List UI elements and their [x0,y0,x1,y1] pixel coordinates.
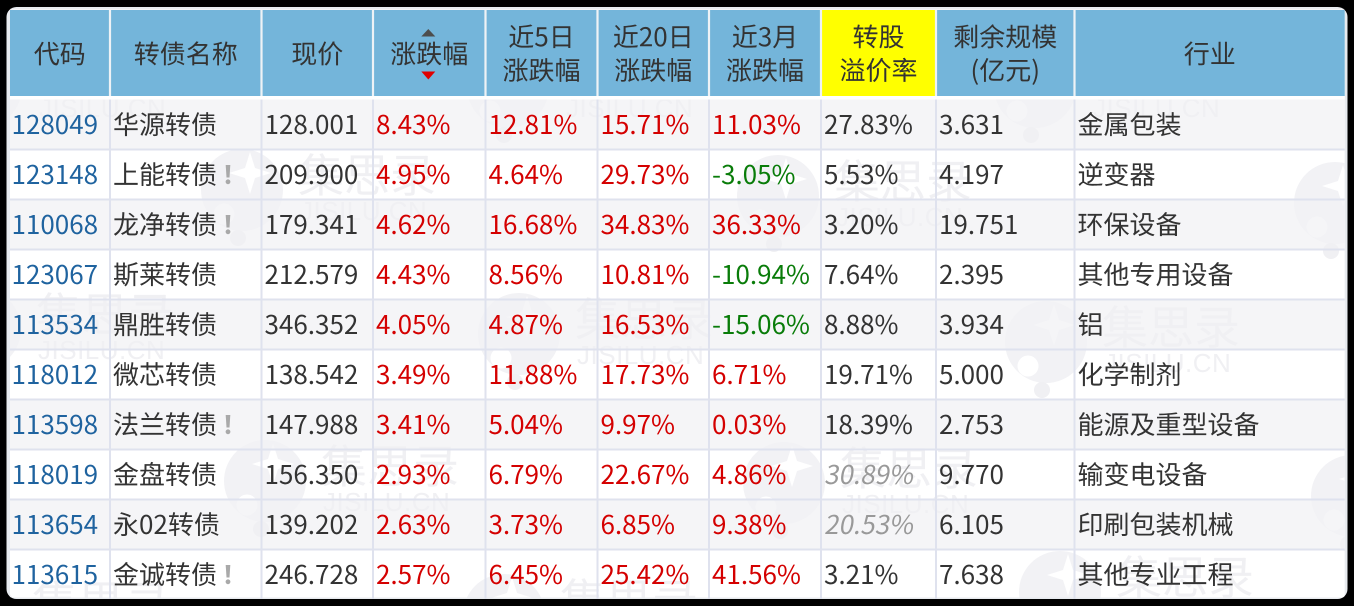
svg-text:JISILU.CN: JISILU.CN [836,202,963,232]
svg-text:JISILU.CN: JISILU.CN [842,489,969,519]
svg-text:JISILU.CN: JISILU.CN [300,196,427,226]
svg-text:JISILU.CN: JISILU.CN [323,487,450,517]
